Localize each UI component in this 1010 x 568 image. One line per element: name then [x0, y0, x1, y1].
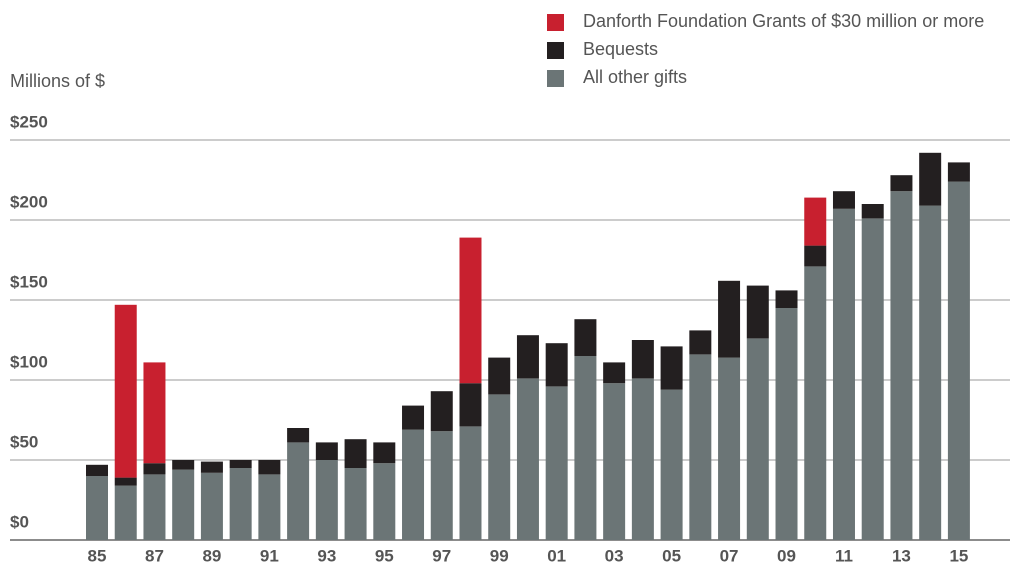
bar-segment [86, 464, 108, 476]
bar-segment [919, 205, 942, 540]
bar-segment [114, 477, 137, 486]
bar-segment [861, 204, 884, 219]
bar-segment [890, 175, 913, 192]
bar-segment [804, 245, 827, 267]
x-tick-label: 07 [720, 546, 739, 565]
bar-segment [459, 237, 482, 384]
bar-segment [200, 461, 223, 473]
bar-segment [832, 208, 855, 541]
x-tick-label: 15 [949, 546, 968, 565]
x-tick-label: 89 [202, 546, 221, 565]
bar-segment [143, 463, 166, 475]
bar-segment [114, 304, 137, 478]
legend-label: All other gifts [583, 67, 687, 87]
y-tick-label: $250 [10, 112, 48, 131]
bar-segment [315, 460, 338, 540]
bar-segment [114, 485, 137, 540]
bar-segment [746, 285, 769, 339]
y-tick-label: $0 [10, 512, 29, 531]
bar-segment [229, 460, 252, 468]
bar-segment [890, 191, 913, 540]
legend-label: Bequests [583, 39, 658, 59]
x-tick-label: 87 [145, 546, 164, 565]
bar-segment [574, 356, 597, 540]
bar-segment [718, 280, 741, 358]
bar-segment [631, 340, 654, 379]
bar-segment [947, 162, 970, 182]
bar-segment [804, 197, 827, 246]
bar-segment [373, 442, 396, 464]
x-tick-label: 95 [375, 546, 394, 565]
x-tick-label: 05 [662, 546, 681, 565]
bar-segment [143, 362, 166, 464]
bar-segment [919, 152, 942, 206]
bar-segment [689, 354, 712, 540]
y-tick-label: $50 [10, 432, 38, 451]
bar-segment [200, 472, 223, 540]
bar-segment [516, 378, 539, 540]
bar-segment [775, 290, 798, 308]
bar-segment [287, 428, 310, 443]
bar-segment [373, 463, 396, 540]
x-tick-label: 11 [835, 546, 853, 565]
bar-segment [402, 405, 425, 430]
bar-segment [430, 431, 453, 540]
x-tick-label: 03 [605, 546, 624, 565]
bar-segment [718, 357, 741, 540]
bar-segment [689, 330, 712, 355]
bar-segment [574, 319, 597, 356]
bar-segment [172, 460, 195, 470]
bar-segment [947, 181, 970, 540]
bar-segment [545, 343, 568, 387]
x-tick-label: 97 [432, 546, 451, 565]
bar-segment [516, 335, 539, 379]
bar-segment [832, 191, 855, 209]
bar-segment [402, 429, 425, 540]
x-tick-label: 09 [777, 546, 796, 565]
bar-segment [315, 442, 338, 460]
bar-segment [229, 468, 252, 540]
x-tick-label: 01 [547, 546, 566, 565]
bar-segment [775, 308, 798, 540]
x-tick-label: 99 [490, 546, 509, 565]
x-tick-label: 91 [260, 546, 279, 565]
bar-segment [459, 426, 482, 540]
bar-segment [143, 474, 166, 540]
bar-segment [287, 442, 310, 540]
y-tick-label: $200 [10, 192, 48, 211]
y-tick-label: $100 [10, 352, 48, 371]
y-axis-label: Millions of $ [10, 71, 105, 91]
bar-segment [603, 362, 626, 384]
bar-segment [804, 266, 827, 540]
bar-segment [660, 389, 683, 540]
legend-label: Danforth Foundation Grants of $30 millio… [583, 11, 984, 31]
bar-segment [660, 346, 683, 390]
bar-segment [344, 468, 367, 540]
bar-segment [86, 476, 108, 540]
x-tick-label: 13 [892, 546, 911, 565]
bar-segment [430, 391, 453, 432]
bar-segment [488, 357, 511, 395]
bar-segment [746, 338, 769, 540]
bar-segment [258, 474, 281, 540]
legend-swatch [547, 70, 564, 87]
x-tick-label: 85 [88, 546, 107, 565]
bar-segment [172, 469, 195, 540]
x-tick-label: 93 [317, 546, 336, 565]
bar-segment [545, 386, 568, 540]
y-tick-label: $150 [10, 272, 48, 291]
bar-segment [603, 383, 626, 540]
bar-segment [631, 378, 654, 540]
bar-segment [258, 460, 281, 475]
bar-segment [344, 439, 367, 468]
bar-segment [459, 383, 482, 427]
legend-swatch [547, 42, 564, 59]
legend-swatch [547, 14, 564, 31]
bar-segment [861, 218, 884, 540]
bar-segment [488, 394, 511, 540]
